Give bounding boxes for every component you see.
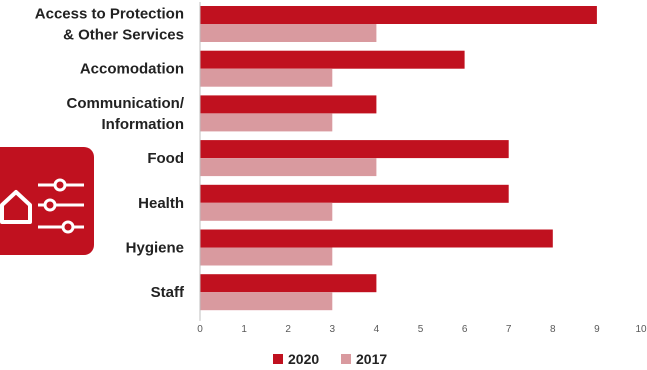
bar-2020-health [200,185,509,203]
x-tick-label: 4 [374,324,380,335]
bar-2020-staff [200,274,376,292]
bar-2017-communication-information [200,113,332,131]
x-tick-label: 2 [285,324,291,335]
category-label: Health [138,195,184,212]
x-tick-label: 10 [635,324,647,335]
bar-2017-health [200,203,332,221]
legend: 2020 2017 [273,351,387,367]
bar-2020-food [200,140,509,158]
legend-swatch-2020 [273,354,283,364]
x-tick-label: 6 [462,324,468,335]
bar-2020-communication-information [200,95,376,113]
bar-2017-access-to-protection-other-services [200,24,376,42]
bar-2017-staff [200,292,332,310]
bar-2017-accomodation [200,69,332,87]
bar-2017-hygiene [200,248,332,266]
x-tick-label: 0 [197,324,203,335]
icon-slider-knob [55,180,65,190]
icon-slider-knob [45,200,55,210]
bar-2020-hygiene [200,230,553,248]
bar-2017-food [200,158,376,176]
x-tick-label: 7 [506,324,512,335]
category-label: & Other Services [63,27,184,44]
bar-2020-accomodation [200,51,465,69]
home-settings-icon [0,147,94,255]
category-label: Food [147,150,184,167]
x-axis-ticks: 0 1 2 3 4 5 6 7 8 9 10 [197,324,647,335]
x-tick-label: 3 [330,324,336,335]
legend-swatch-2017 [341,354,351,364]
x-tick-label: 1 [241,324,247,335]
category-label: Hygiene [126,240,184,257]
category-label: Access to Protection [35,6,184,23]
category-label: Accomodation [80,61,184,78]
legend-label-2020: 2020 [288,351,319,367]
x-tick-label: 9 [594,324,600,335]
x-tick-label: 8 [550,324,556,335]
category-label: Information [102,116,185,133]
category-label: Staff [151,284,185,301]
bar-2020-access-to-protection-other-services [200,6,597,24]
x-tick-label: 5 [418,324,424,335]
legend-label-2017: 2017 [356,351,387,367]
icon-slider-knob [63,222,73,232]
category-label: Communication/ [66,95,184,112]
plot-area [200,2,597,321]
